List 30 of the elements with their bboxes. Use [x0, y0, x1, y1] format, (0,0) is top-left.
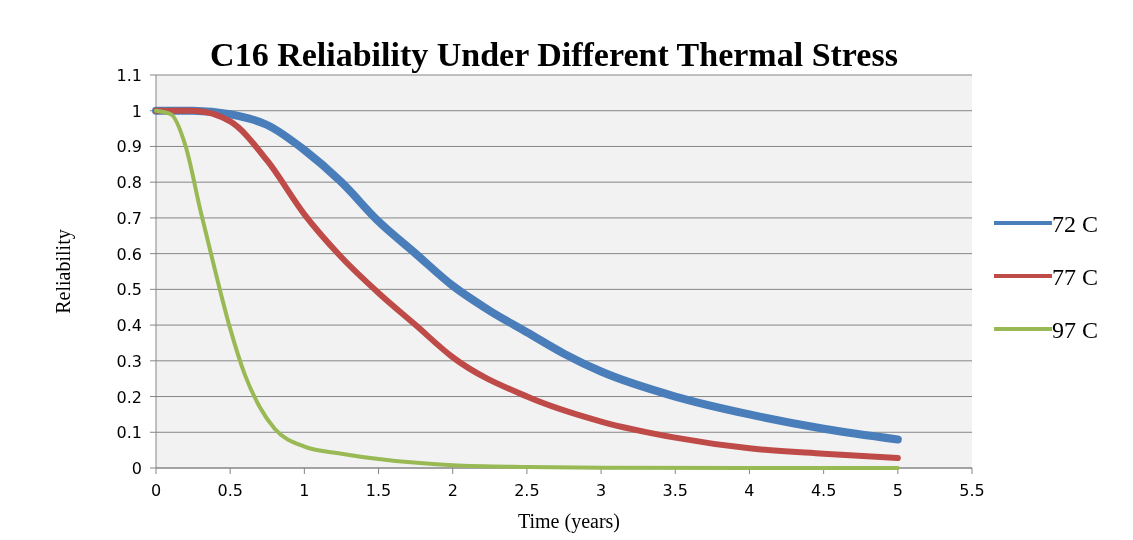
legend-label: 72 C	[1052, 211, 1099, 237]
y-tick-label: 0.5	[116, 280, 142, 300]
x-tick-label: 0	[150, 481, 162, 500]
y-tick-label: 0.4	[116, 316, 142, 336]
x-tick-label: 0.5	[217, 481, 243, 500]
x-tick-label: 5	[892, 481, 903, 500]
x-axis-title: Time (years)	[517, 510, 621, 533]
y-tick-label: 0.9	[116, 137, 142, 157]
y-tick-label: 1.1	[116, 66, 142, 85]
x-tick-label: 3.5	[662, 481, 688, 500]
y-tick-label: 0.2	[116, 387, 142, 407]
legend-label: 77 C	[1052, 264, 1099, 290]
x-tick-label: 4	[744, 481, 755, 500]
x-tick-label: 3	[596, 481, 607, 500]
y-tick-label: 0.6	[116, 244, 142, 264]
y-tick-label: 0.3	[116, 351, 142, 371]
y-axis-title: Reliability	[52, 229, 75, 314]
y-tick-label: 1	[131, 101, 142, 121]
y-tick-label: 0.7	[116, 208, 142, 228]
y-tick-label: 0.8	[116, 173, 142, 193]
x-tick-label: 2	[447, 481, 458, 500]
y-tick-label: 0.1	[116, 423, 142, 443]
x-tick-label: 5.5	[959, 481, 985, 500]
x-tick-label: 1.5	[365, 481, 392, 500]
legend-label: 97 C	[1052, 317, 1099, 343]
chart-title: C16 Reliability Under Different Thermal Stress	[210, 36, 898, 73]
x-tick-label: 1	[299, 481, 310, 500]
y-tick-label: 0	[131, 459, 142, 478]
x-tick-label: 2.5	[514, 481, 540, 500]
x-tick-label: 4.5	[810, 481, 837, 500]
